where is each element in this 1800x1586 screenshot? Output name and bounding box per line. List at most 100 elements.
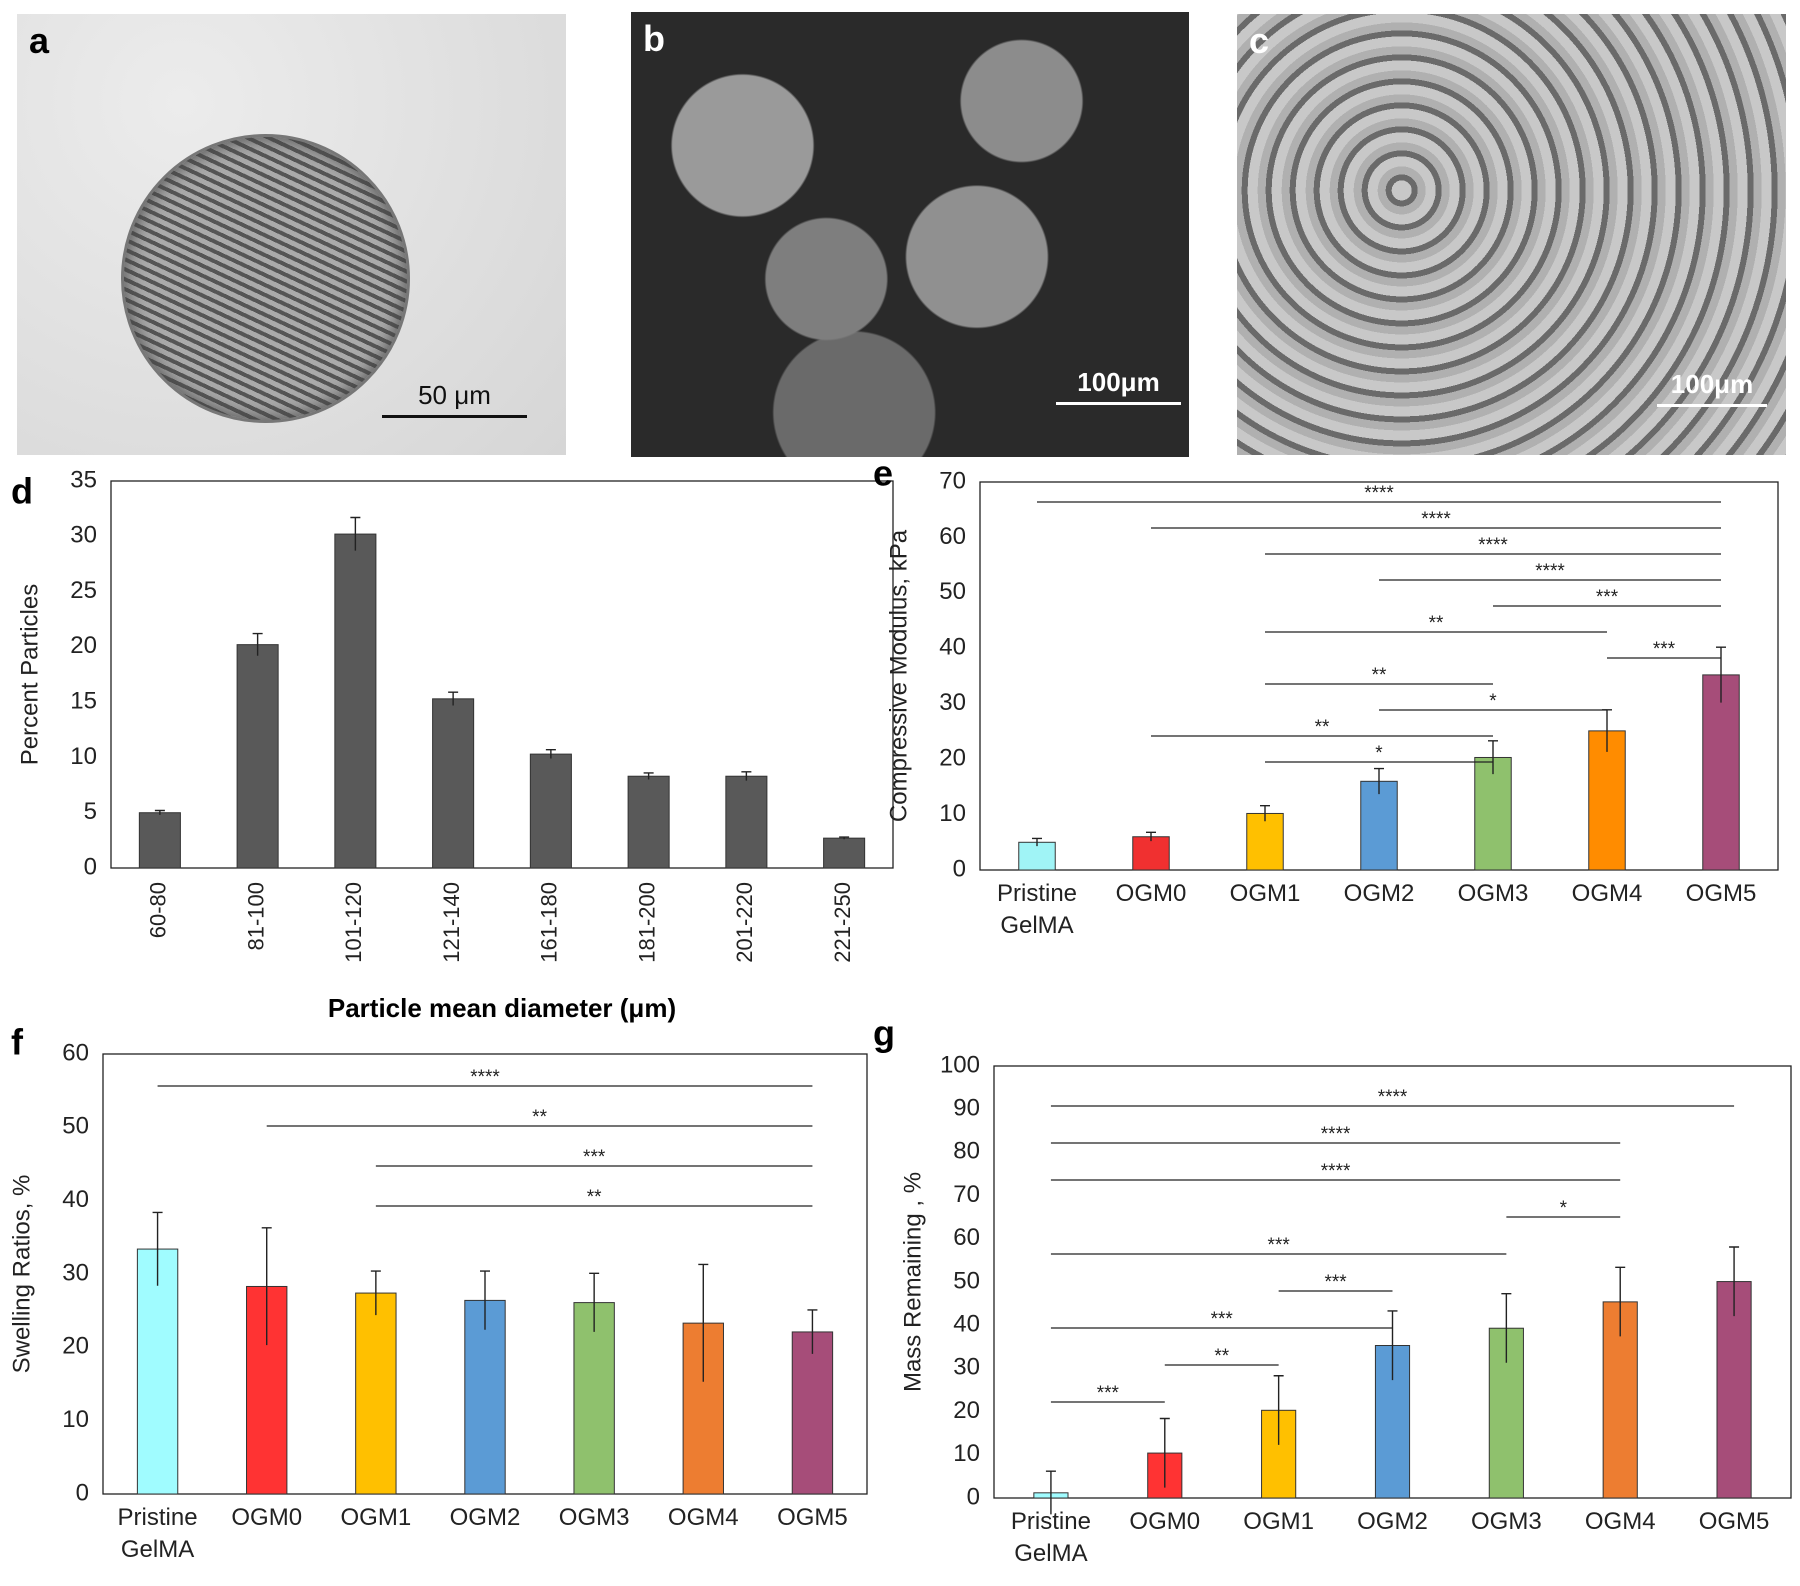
x-tick-label: 181-200: [634, 882, 659, 963]
y-axis-label: Swelling Ratios, %: [8, 1175, 35, 1374]
significance-label: ****: [1321, 1161, 1351, 1182]
y-axis-label: Mass Remaining , %: [899, 1172, 926, 1392]
y-axis-label: Percent Particles: [16, 584, 43, 765]
y-tick-label: 20: [939, 744, 966, 771]
y-tick-label: 25: [70, 577, 97, 604]
x-tick-box: OGM5: [777, 1504, 848, 1531]
error-bar: [350, 516, 361, 551]
bar: [725, 775, 768, 869]
scale-bar-text: 100μm: [1077, 367, 1160, 397]
x-tick-box: OGM2: [449, 1504, 521, 1531]
x-tick-label: 201-220: [732, 882, 757, 963]
x-tick-label: 101-120: [341, 882, 366, 963]
y-tick-label: 30: [939, 689, 966, 716]
error-bar: [589, 1272, 600, 1332]
y-tick-label: 60: [62, 1039, 89, 1066]
error-bar: [1273, 1375, 1284, 1445]
particle: [121, 134, 410, 423]
y-tick-label: 0: [967, 1483, 980, 1510]
y-tick-label: 50: [62, 1113, 89, 1140]
bar: [1132, 836, 1170, 871]
error-bar: [370, 1270, 381, 1316]
significance-label: ****: [1478, 535, 1508, 556]
panel-label: f: [11, 1022, 24, 1063]
error-bar: [1729, 1246, 1740, 1317]
x-tick-box: OGM0: [1129, 1508, 1200, 1535]
x-tick-label: OGM0: [231, 1504, 303, 1531]
x-tick-box: OGM3: [1471, 1508, 1542, 1535]
bar: [1488, 1327, 1524, 1499]
x-tick-label: 81-100: [243, 882, 268, 951]
significance-label: **: [1214, 1346, 1229, 1367]
error-bar: [152, 1211, 163, 1286]
micrograph-b: b 100μm: [631, 12, 1189, 457]
x-tick-label: OGM5: [1685, 880, 1757, 907]
scale-bar: 100μm: [1657, 369, 1767, 407]
bar: [1018, 841, 1056, 871]
error-bar: [1159, 1417, 1170, 1488]
bar: [529, 753, 572, 869]
y-tick-label: 40: [953, 1311, 980, 1338]
significance-label: ***: [1268, 1235, 1291, 1256]
error-bar: [252, 632, 263, 656]
y-tick-label: 70: [953, 1181, 980, 1208]
x-tick-box: OGM4: [1572, 880, 1643, 907]
x-tick-label: OGM2: [1357, 1508, 1428, 1535]
error-bar: [1716, 646, 1726, 703]
bar: [1246, 812, 1284, 871]
x-tick-label: OGM2: [449, 1504, 521, 1531]
error-bar: [480, 1270, 490, 1330]
bar: [236, 644, 279, 869]
micrograph-c: c 100μm: [1237, 14, 1786, 455]
x-tick-label: OGM1: [1243, 1508, 1314, 1535]
x-tick-label: OGM3: [558, 1504, 630, 1531]
y-tick-label: 100: [940, 1051, 980, 1078]
y-tick-label: 30: [953, 1354, 980, 1381]
error-bar: [1501, 1292, 1512, 1363]
error-bar: [1045, 1470, 1056, 1515]
x-axis-label: Particle mean diameter (μm): [328, 993, 676, 1023]
plot-frame: [110, 480, 894, 869]
y-tick-label: 90: [953, 1095, 980, 1122]
x-tick-box: OGM3: [1457, 880, 1529, 907]
x-tick-box: OGM0: [231, 1504, 303, 1531]
significance-label: **: [1372, 665, 1387, 686]
micrograph-a: a 50 μm: [17, 14, 566, 455]
y-tick-label: 10: [939, 800, 966, 827]
y-tick-label: 15: [70, 687, 97, 714]
x-tick-label: OGM3: [1457, 880, 1529, 907]
y-tick-label: 50: [953, 1267, 980, 1294]
x-tick-box: Pristine GelMA: [1011, 1508, 1091, 1567]
error-bar: [807, 1309, 818, 1354]
x-tick-label: OGM0: [1115, 880, 1187, 907]
y-tick-label: 20: [953, 1397, 980, 1424]
significance-label: *: [1560, 1198, 1568, 1219]
significance-label: ***: [1324, 1272, 1347, 1293]
error-bar: [1387, 1310, 1398, 1381]
bar: [1360, 780, 1398, 871]
scale-bar-text: 100μm: [1670, 369, 1754, 399]
error-bar: [698, 1263, 709, 1382]
y-tick-label: 10: [62, 1406, 89, 1433]
error-bar: [839, 836, 850, 840]
error-bar: [448, 691, 459, 706]
x-tick-box: OGM5: [1685, 880, 1757, 907]
significance-label: *: [1375, 743, 1383, 764]
x-tick-label: OGM1: [1229, 880, 1301, 907]
scale-bar: 50 μm: [382, 380, 527, 418]
x-tick-label: OGM2: [1343, 880, 1415, 907]
error-bar: [643, 772, 654, 780]
bar: [464, 1299, 506, 1495]
x-tick-box: OGM1: [340, 1504, 412, 1531]
significance-label: ****: [470, 1067, 500, 1088]
error-bar: [1488, 740, 1498, 775]
significance-label: **: [1429, 613, 1444, 634]
x-tick-label: OGM1: [340, 1504, 412, 1531]
scale-bar: 100μm: [1056, 367, 1181, 405]
y-tick-label: 50: [939, 578, 966, 605]
x-tick-label: 60-80: [146, 882, 171, 938]
significance-label: ***: [583, 1147, 606, 1168]
significance-label: **: [1315, 717, 1330, 738]
